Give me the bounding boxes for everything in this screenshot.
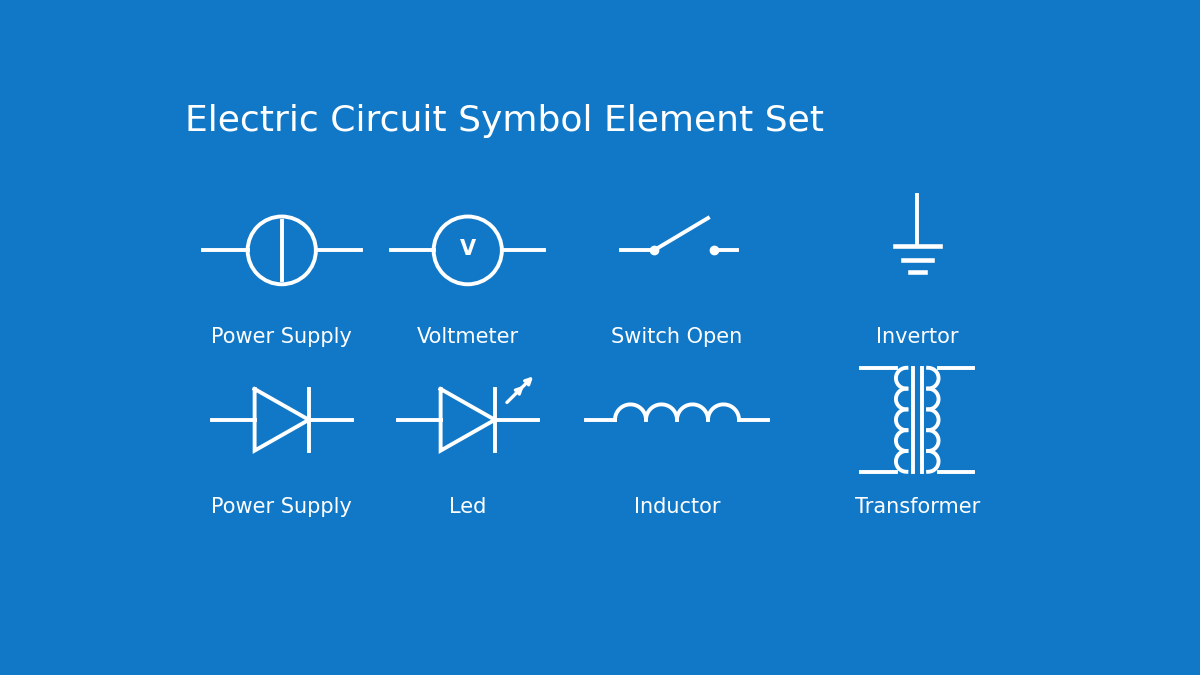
Text: Invertor: Invertor — [876, 327, 959, 348]
Text: Led: Led — [449, 497, 486, 517]
Text: Transformer: Transformer — [854, 497, 980, 517]
Text: Voltmeter: Voltmeter — [416, 327, 518, 348]
Text: V: V — [460, 239, 476, 259]
Text: Electric Circuit Symbol Element Set: Electric Circuit Symbol Element Set — [185, 104, 824, 138]
Text: Power Supply: Power Supply — [211, 497, 352, 517]
Text: Inductor: Inductor — [634, 497, 720, 517]
Text: Power Supply: Power Supply — [211, 327, 352, 348]
Text: Switch Open: Switch Open — [611, 327, 743, 348]
